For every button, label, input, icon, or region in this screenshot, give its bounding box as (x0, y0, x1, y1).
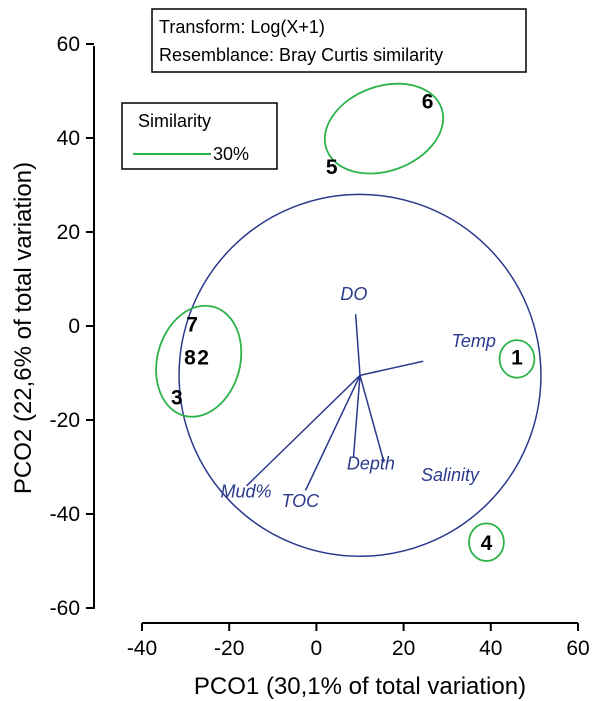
point-label-4: 4 (481, 532, 493, 555)
vector-label-salinity: Salinity (421, 465, 480, 485)
point-label-3: 3 (171, 387, 183, 410)
y-axis-title: PCO2 (22,6% of total variation) (10, 162, 37, 494)
x-axis-title: PCO1 (30,1% of total variation) (194, 673, 526, 700)
y-tick-label-40: 40 (57, 127, 80, 150)
vector-line-toc (304, 375, 361, 491)
y-tick-label--60: -60 (50, 597, 80, 620)
x-tick-label--40: -40 (127, 637, 157, 660)
y-tick-label-0: 0 (68, 315, 80, 338)
axes (93, 46, 578, 624)
vector-label-do: DO (340, 284, 367, 304)
y-tick-label-20: 20 (57, 221, 80, 244)
vector-label-depth: Depth (347, 453, 395, 473)
similarity-ellipse-5-6 (323, 82, 445, 175)
legend-border (121, 102, 278, 170)
legend-entry-30pct: 30% (213, 144, 249, 164)
vector-label-temp: Temp (452, 331, 496, 351)
point-label-1: 1 (511, 347, 523, 370)
legend-title: Similarity (138, 111, 211, 131)
similarity-ellipse-4 (468, 522, 505, 562)
point-label-5: 5 (326, 156, 338, 179)
vector-label-mudpct: Mud% (220, 482, 271, 502)
point-label-6: 6 (422, 90, 434, 113)
vector-label-toc: TOC (282, 491, 321, 511)
x-tick-label-40: 40 (479, 637, 502, 660)
info-box: Transform: Log(X+1) Resemblance: Bray Cu… (151, 8, 527, 73)
legend: Similarity 30% (121, 102, 278, 170)
x-tick-label-0: 0 (311, 637, 323, 660)
x-tick-label--20: -20 (214, 637, 244, 660)
similarity-ellipse-1 (498, 339, 536, 379)
x-tick-label-20: 20 (392, 637, 415, 660)
point-label-2: 2 (197, 347, 209, 370)
correlation-circle (178, 193, 542, 558)
y-tick-label--20: -20 (50, 409, 80, 432)
vector-line-temp (359, 360, 424, 377)
x-tick-label-60: 60 (566, 637, 589, 660)
y-tick-label--40: -40 (50, 503, 80, 526)
info-box-resemblance-text: Resemblance: Bray Curtis similarity (159, 45, 443, 65)
vector-line-mudpct (246, 374, 361, 487)
point-label-7: 7 (186, 314, 198, 337)
similarity-ellipse-2-3-7-8 (155, 304, 243, 418)
y-tick-label-60: 60 (57, 33, 80, 56)
point-label-8: 8 (184, 347, 196, 370)
vector-line-salinity (359, 375, 385, 463)
ticks: -40 -20 0 20 40 60 -60 -40 -20 0 20 40 60 (50, 33, 590, 660)
vector-line-depth (352, 375, 361, 458)
info-box-border (151, 8, 527, 73)
vector-line-do (354, 314, 361, 376)
info-box-transform-text: Transform: Log(X+1) (159, 17, 325, 37)
